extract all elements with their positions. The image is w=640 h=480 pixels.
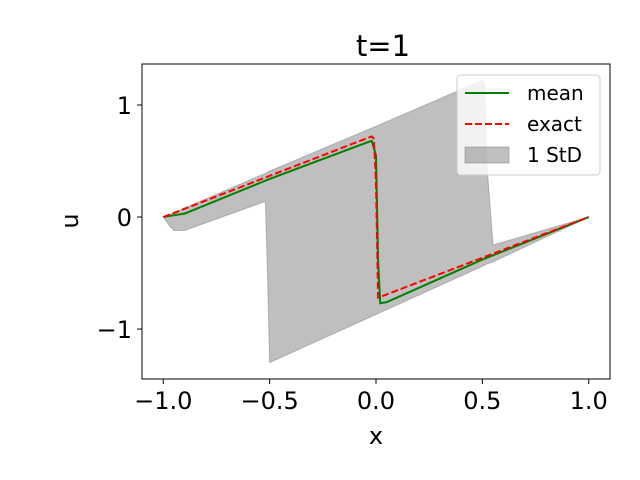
x-tick-label: 1.0	[570, 387, 608, 415]
series-line	[162, 135, 590, 300]
legend-patch	[464, 146, 510, 164]
legend-label: exact	[527, 112, 582, 136]
x-axis-label: x	[369, 422, 383, 450]
x-tick-label: −1.0	[134, 387, 192, 415]
legend-label: mean	[527, 81, 584, 105]
y-tick-label: 1	[117, 92, 132, 120]
y-axis-label: u	[56, 213, 84, 228]
chart-title: t=1	[356, 29, 410, 63]
legend-label: 1 StD	[527, 143, 582, 167]
x-tick-label: 0.0	[357, 387, 395, 415]
y-tick-label: 0	[117, 204, 132, 232]
y-tick-label: −1	[97, 316, 132, 344]
x-tick-label: −0.5	[240, 387, 298, 415]
x-tick-label: 0.5	[463, 387, 501, 415]
